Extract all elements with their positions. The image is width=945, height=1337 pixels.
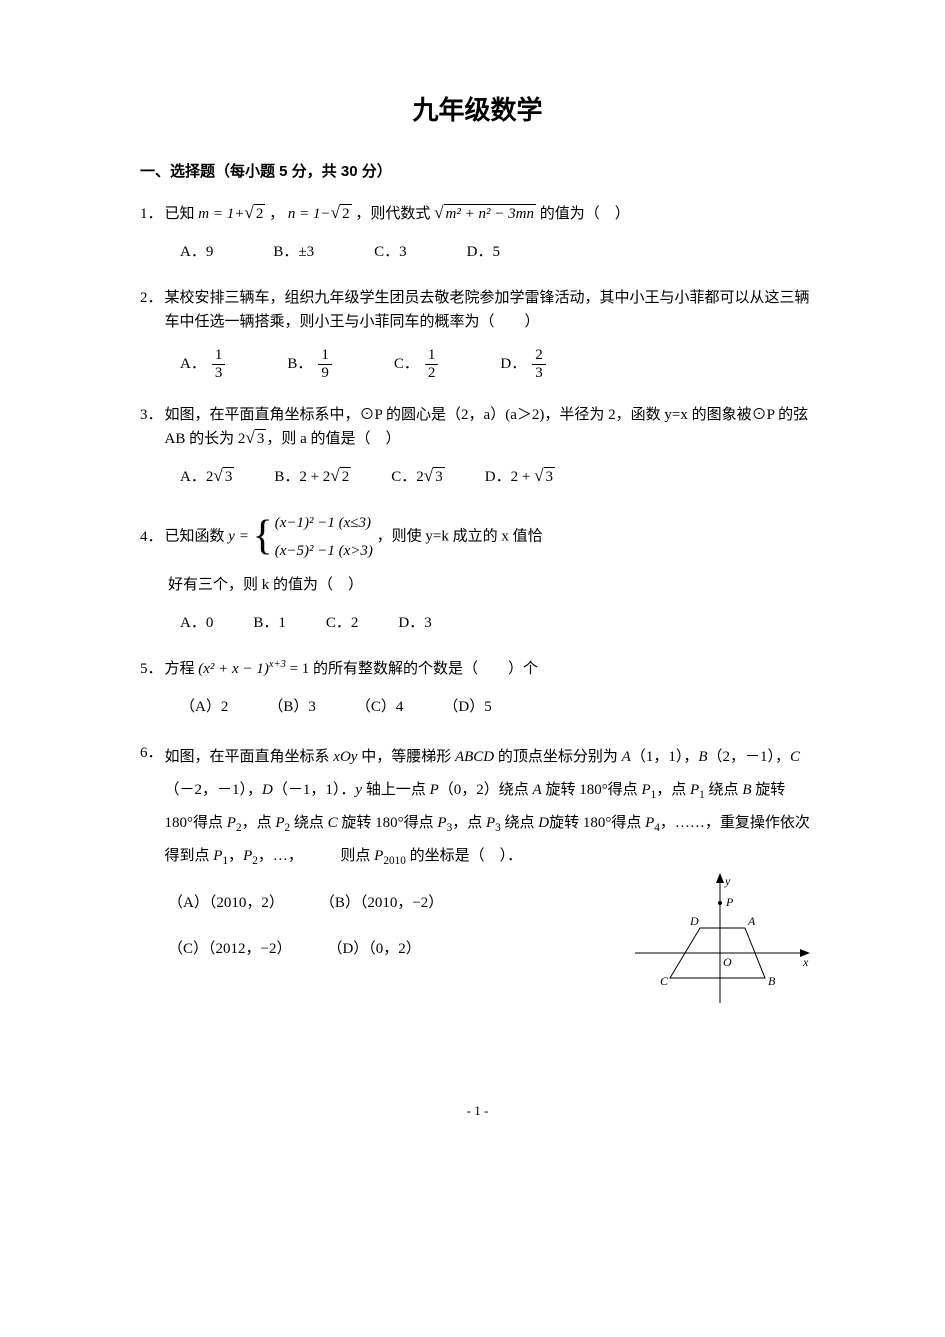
q2-opt-a: A． 13 <box>180 348 227 381</box>
q2-opt-c: C． 12 <box>394 348 441 381</box>
q1-opt-b: B．±3 <box>273 240 314 264</box>
question-6: 6． 如图，在平面直角坐标系 xOy 中，等腰梯形 ABCD 的顶点坐标分别为 … <box>140 741 815 1021</box>
trapezoid-diagram: y x P D A B C O <box>625 873 815 1013</box>
q6-opt-a: （A）（2010，2） <box>168 891 284 915</box>
q3-opt-d: D．2 + √3 <box>485 465 555 489</box>
q1-opt-c: C．3 <box>374 240 407 264</box>
q6-opt-c: （C）（2012，−2） <box>168 937 291 961</box>
q6-figure: y x P D A B C O <box>625 873 815 1021</box>
q2-options: A． 13 B． 19 C． 12 D． 23 <box>180 348 815 381</box>
q5-num: 5． <box>140 657 163 681</box>
svg-text:y: y <box>724 874 731 888</box>
q4-opt-c: C．2 <box>326 611 359 635</box>
question-2: 2． 某校安排三辆车，组织九年级学生团员去敬老院参加学雷锋活动，其中小王与小菲都… <box>140 286 815 381</box>
q4-opt-d: D．3 <box>398 611 431 635</box>
q3-options: A．2√3 B．2 + 2√2 C．2√3 D．2 + √3 <box>180 465 815 489</box>
q3-opt-c: C．2√3 <box>391 465 444 489</box>
q3-opt-a: A．2√3 <box>180 465 234 489</box>
q1-options: A．9 B．±3 C．3 D．5 <box>180 240 815 264</box>
q2-opt-b: B． 19 <box>287 348 334 381</box>
q6-num: 6． <box>140 741 163 765</box>
svg-text:C: C <box>660 974 669 988</box>
q3-opt-b: B．2 + 2√2 <box>274 465 351 489</box>
svg-text:O: O <box>723 955 732 969</box>
question-3: 3． 如图，在平面直角坐标系中，⊙P 的圆心是（2，a）(a＞2)，半径为 2，… <box>140 403 815 489</box>
q1-text: 已知 m = 1+√2 ， n = 1−√2 ，则代数式 √m² + n² − … <box>165 202 815 226</box>
svg-text:A: A <box>747 914 756 928</box>
q4-cont: 好有三个，则 k 的值为（ ） <box>168 573 815 597</box>
question-4: 4． 已知函数 y = { (x−1)² −1 (x≤3) (x−5)² −1 … <box>140 511 815 635</box>
q1-opt-d: D．5 <box>467 240 500 264</box>
section-header: 一、选择题（每小题 5 分，共 30 分） <box>140 160 815 184</box>
q6-options: （A）（2010，2） （B）（2010，−2） （C）（2012，−2） （D… <box>168 891 625 961</box>
q2-num: 2． <box>140 286 163 310</box>
q2-text: 某校安排三辆车，组织九年级学生团员去敬老院参加学雷锋活动，其中小王与小菲都可以从… <box>165 286 815 334</box>
q5-opt-d: （D）5 <box>443 695 491 719</box>
question-1: 1． 已知 m = 1+√2 ， n = 1−√2 ，则代数式 √m² + n²… <box>140 202 815 264</box>
q1-num: 1． <box>140 202 163 226</box>
svg-text:D: D <box>689 914 699 928</box>
q4-piecewise: { (x−1)² −1 (x≤3) (x−5)² −1 (x>3) <box>253 511 373 563</box>
q4-num: 4． <box>140 525 163 549</box>
q2-opt-d: D． 23 <box>500 348 547 381</box>
q3-text: 如图，在平面直角坐标系中，⊙P 的圆心是（2，a）(a＞2)，半径为 2，函数 … <box>165 403 815 451</box>
q4-text: 已知函数 y = { (x−1)² −1 (x≤3) (x−5)² −1 (x>… <box>165 511 815 563</box>
svg-text:B: B <box>768 974 776 988</box>
page-number: - 1 - <box>140 1101 815 1122</box>
q5-options: （A）2 （B）3 （C）4 （D）5 <box>180 695 815 719</box>
q5-opt-c: （C）4 <box>356 695 404 719</box>
q5-opt-b: （B）3 <box>268 695 316 719</box>
q3-num: 3． <box>140 403 163 427</box>
svg-text:P: P <box>725 895 734 909</box>
q4-options: A．0 B．1 C．2 D．3 <box>180 611 815 635</box>
q5-text: 方程 (x² + x − 1)x+3 = 1 的所有整数解的个数是（ ）个 <box>165 657 815 681</box>
page-title: 九年级数学 <box>140 90 815 132</box>
question-5: 5． 方程 (x² + x − 1)x+3 = 1 的所有整数解的个数是（ ）个… <box>140 657 815 719</box>
q5-opt-a: （A）2 <box>180 695 228 719</box>
q1-opt-a: A．9 <box>180 240 213 264</box>
q6-text: 如图，在平面直角坐标系 xOy 中，等腰梯形 ABCD 的顶点坐标分别为 A（1… <box>165 741 815 873</box>
q6-opt-b: （B）（2010，−2） <box>320 891 443 915</box>
q4-opt-a: A．0 <box>180 611 213 635</box>
q4-opt-b: B．1 <box>253 611 286 635</box>
svg-text:x: x <box>802 955 809 969</box>
q6-opt-d: （D）（0，2） <box>327 937 420 961</box>
